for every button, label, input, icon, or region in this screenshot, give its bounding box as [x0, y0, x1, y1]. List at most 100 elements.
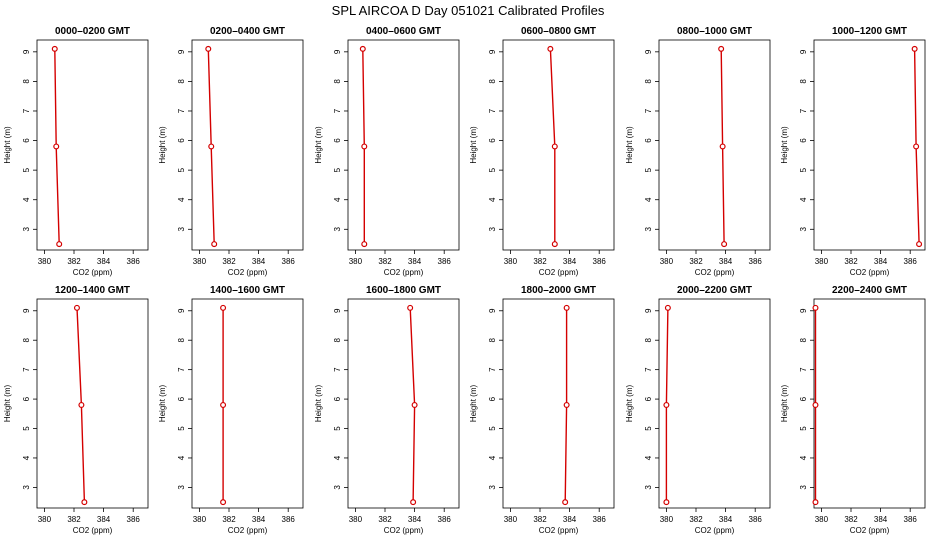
y-tick-label: 6 [644, 138, 653, 143]
y-tick-label: 7 [333, 367, 342, 372]
y-tick-label: 7 [177, 367, 186, 372]
y-tick-label: 8 [644, 337, 653, 342]
data-point [913, 143, 920, 150]
plot-frame [813, 298, 926, 509]
data-point [220, 304, 227, 311]
panel-6: 1000–1200 GMT 380 382 384 386 CO2 (ppm) 3 4 5 6 7 8… [780, 26, 926, 277]
x-axis-label: CO2 (ppm) [850, 268, 890, 277]
y-tick-label: 3 [333, 485, 342, 490]
y-tick-label: 6 [333, 138, 342, 143]
x-tick-label: 384 [252, 515, 266, 524]
data-point [81, 499, 88, 506]
panel-title: 1000–1200 GMT [832, 26, 907, 37]
y-tick-label: 8 [333, 337, 342, 342]
plot-frame [36, 39, 149, 251]
x-axis-label: CO2 (ppm) [384, 268, 424, 277]
y-tick-label: 9 [22, 49, 31, 54]
y-tick-label: 8 [799, 79, 808, 84]
x-axis-label: CO2 (ppm) [850, 526, 890, 535]
x-tick-label: 382 [689, 257, 703, 266]
y-tick-label: 4 [799, 455, 808, 460]
y-tick-label: 6 [488, 138, 497, 143]
y-axis-label: Height (m) [3, 126, 12, 164]
data-point [916, 241, 923, 248]
x-axis-label: CO2 (ppm) [228, 268, 268, 277]
data-point [56, 241, 63, 248]
x-tick-label: 386 [749, 515, 763, 524]
data-point [78, 401, 85, 408]
y-axis-label: Height (m) [780, 126, 789, 164]
x-tick-label: 386 [282, 515, 296, 524]
y-tick-label: 3 [22, 485, 31, 490]
x-tick-label: 384 [408, 515, 422, 524]
y-tick-label: 8 [644, 79, 653, 84]
x-tick-label: 382 [533, 515, 547, 524]
y-tick-label: 7 [488, 367, 497, 372]
y-tick-label: 4 [333, 197, 342, 202]
y-tick-label: 5 [799, 167, 808, 172]
y-tick-label: 3 [799, 227, 808, 232]
x-axis-label: CO2 (ppm) [384, 526, 424, 535]
y-tick-label: 8 [799, 337, 808, 342]
x-tick-label: 382 [67, 515, 81, 524]
y-tick-label: 3 [488, 485, 497, 490]
x-tick-label: 382 [844, 515, 858, 524]
y-tick-label: 3 [644, 485, 653, 490]
y-tick-label: 7 [799, 367, 808, 372]
x-axis-label: CO2 (ppm) [695, 526, 735, 535]
panel-title: 2200–2400 GMT [832, 285, 907, 296]
plot-frame [813, 39, 926, 251]
x-axis-label: CO2 (ppm) [539, 268, 579, 277]
panel-title: 0200–0400 GMT [210, 26, 285, 37]
x-tick-label: 384 [719, 257, 733, 266]
panel-title: 1600–1800 GMT [366, 285, 441, 296]
y-tick-label: 8 [333, 79, 342, 84]
y-tick-label: 3 [333, 227, 342, 232]
y-tick-label: 9 [488, 308, 497, 313]
x-tick-label: 386 [904, 515, 918, 524]
x-tick-label: 386 [593, 257, 607, 266]
panel-title: 0800–1000 GMT [677, 26, 752, 37]
y-tick-label: 7 [644, 108, 653, 113]
x-tick-label: 380 [349, 515, 363, 524]
y-tick-label: 9 [177, 308, 186, 313]
panel-title: 2000–2200 GMT [677, 285, 752, 296]
panel-11: 2000–2200 GMT 380 382 384 386 CO2 (ppm) 3 4 5 6 7 8… [625, 285, 771, 535]
x-tick-label: 382 [378, 257, 392, 266]
data-point [205, 45, 212, 52]
data-point [359, 45, 366, 52]
y-tick-label: 8 [22, 79, 31, 84]
x-tick-label: 386 [127, 515, 141, 524]
plot-frame [36, 298, 149, 509]
y-tick-label: 9 [644, 308, 653, 313]
x-tick-label: 384 [874, 257, 888, 266]
plot-frame [658, 298, 771, 509]
y-axis-label: Height (m) [314, 384, 323, 422]
x-tick-label: 386 [127, 257, 141, 266]
x-tick-label: 386 [438, 257, 452, 266]
data-point [663, 499, 670, 506]
y-tick-label: 5 [333, 426, 342, 431]
y-tick-label: 9 [177, 49, 186, 54]
panel-title: 1400–1600 GMT [210, 285, 285, 296]
y-tick-label: 5 [488, 426, 497, 431]
y-tick-label: 5 [22, 426, 31, 431]
y-tick-label: 8 [488, 79, 497, 84]
y-tick-label: 4 [177, 455, 186, 460]
data-point [208, 143, 215, 150]
y-tick-label: 7 [488, 108, 497, 113]
y-tick-label: 9 [22, 308, 31, 313]
y-tick-label: 5 [177, 426, 186, 431]
x-tick-label: 382 [67, 257, 81, 266]
data-point [718, 45, 725, 52]
x-tick-label: 382 [533, 257, 547, 266]
y-tick-label: 6 [799, 138, 808, 143]
y-tick-label: 9 [799, 49, 808, 54]
y-tick-label: 7 [799, 108, 808, 113]
x-tick-label: 380 [38, 257, 52, 266]
x-tick-label: 380 [815, 257, 829, 266]
y-tick-label: 7 [333, 108, 342, 113]
y-axis-label: Height (m) [3, 384, 12, 422]
